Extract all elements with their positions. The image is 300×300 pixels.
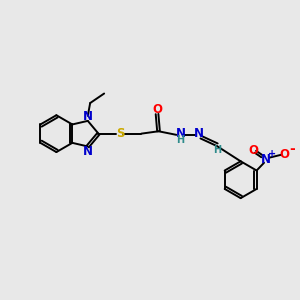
Text: S: S (116, 127, 124, 140)
Text: O: O (152, 103, 162, 116)
Text: N: N (194, 127, 204, 140)
Text: +: + (268, 149, 276, 159)
Text: O: O (248, 144, 258, 157)
Text: H: H (213, 145, 221, 155)
Text: O: O (279, 148, 289, 161)
Text: N: N (260, 153, 271, 166)
Text: H: H (176, 135, 184, 145)
Text: N: N (83, 145, 93, 158)
Text: N: N (83, 110, 93, 123)
Text: -: - (290, 142, 295, 156)
Text: N: N (176, 127, 185, 140)
